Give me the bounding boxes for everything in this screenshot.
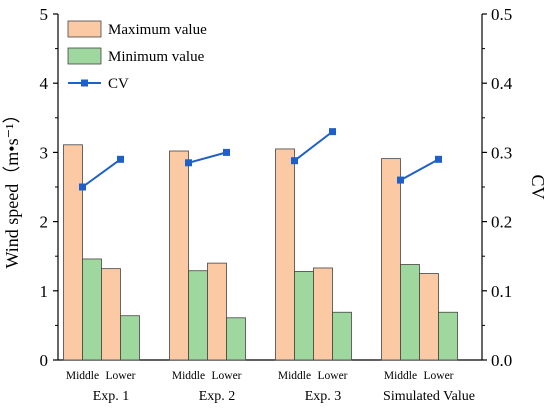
y2-tick-label: 0.4 [491,74,513,93]
y-tick-label: 5 [40,5,49,24]
legend-label: Maximum value [108,22,207,38]
left-axis-ticks: 0 1 2 3 4 5 [40,5,59,370]
y-tick-label: 2 [40,213,49,232]
x-position-label: Lower [317,370,347,382]
y2-tick-label: 0.3 [491,143,512,162]
x-position-label: Lower [211,370,241,382]
cv-line-segment [189,152,227,162]
cv-point [435,156,442,163]
y-tick-label: 1 [40,282,49,301]
bar-minimum-value [121,316,140,360]
cv-point [79,184,86,191]
bar-minimum-value [333,312,352,360]
y2-tick-label: 0.5 [491,5,512,24]
legend-swatch-cv-point [81,80,88,87]
x-position-label: Middle [172,370,205,382]
x-axis-labels: Middle Lower Exp. 1 Middle Lower Exp. 2 Middle… [66,370,475,404]
cv-point [223,149,230,156]
bar-maximum-value [276,149,295,360]
bar-minimum-value [439,312,458,360]
bar-maximum-value [64,145,83,360]
bar-minimum-value [401,265,420,360]
cv-point [117,156,124,163]
y-axis-title: Wind speed（m•s⁻¹） [2,106,22,269]
x-position-label: Middle [278,370,311,382]
x-group-label: Simulated Value [383,389,475,404]
cv-point [329,128,336,135]
y2-tick-label: 0.0 [491,351,512,370]
bar-minimum-value [295,271,314,360]
y2-tick-label: 0.1 [491,282,512,301]
bar-minimum-value [83,259,102,360]
legend-swatch-maximum [68,21,101,37]
cv-line-segment [83,159,121,187]
legend-label: Minimum value [108,49,205,65]
y-tick-label: 4 [40,74,49,93]
x-position-label: Middle [384,370,417,382]
cv-point [185,159,192,166]
x-group-label: Exp. 3 [305,389,342,404]
bar-maximum-value [102,269,121,360]
cv-point [397,177,404,184]
legend-swatch-minimum [68,48,101,64]
x-group-label: Exp. 2 [199,389,236,404]
y2-axis-title: CV [528,174,548,199]
bar-maximum-value [170,151,189,360]
x-position-label: Middle [66,370,99,382]
bar-minimum-value [227,318,246,360]
cv-point [291,157,298,164]
x-group-label: Exp. 1 [93,389,130,404]
legend: Maximum value Minimum value CV [68,21,207,92]
bar-maximum-value [382,159,401,360]
bar-minimum-value [189,271,208,360]
x-position-label: Lower [423,370,453,382]
cv-line-segment [295,132,333,161]
legend-label: CV [108,76,129,92]
bar-maximum-value [208,263,227,360]
right-axis-ticks: 0.0 0.1 0.2 0.3 0.4 0.5 [482,5,513,370]
y-tick-label: 3 [40,143,49,162]
y-tick-label: 0 [40,351,49,370]
y2-tick-label: 0.2 [491,213,512,232]
x-position-label: Lower [105,370,135,382]
cv-line-segment [401,159,439,180]
bar-maximum-value [314,268,333,360]
bar-maximum-value [420,274,439,361]
